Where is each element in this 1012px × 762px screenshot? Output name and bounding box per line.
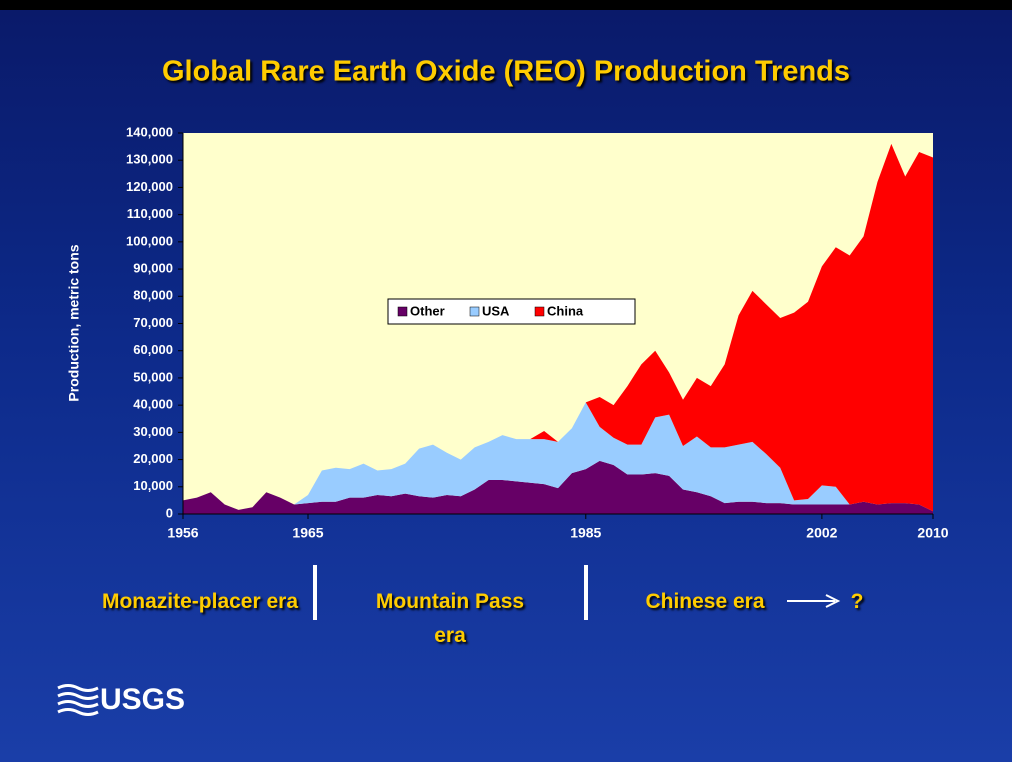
- y-tick-label: 50,000: [133, 369, 173, 384]
- era-label: Mountain Pass era: [375, 590, 525, 647]
- legend-label: USA: [482, 303, 510, 318]
- area: [183, 460, 933, 514]
- y-tick-label: 40,000: [133, 397, 173, 412]
- era-label: Monazite-placer era: [101, 590, 299, 613]
- legend-swatch: [397, 306, 408, 317]
- y-tick-label: 90,000: [133, 261, 173, 276]
- x-tick-label: 1965: [292, 525, 323, 541]
- legend-box: [387, 298, 636, 325]
- x-tick-label: 1956: [167, 525, 198, 541]
- y-tick-label: 110,000: [127, 206, 173, 221]
- area: [183, 143, 933, 512]
- y-tick-label: 20,000: [133, 451, 173, 466]
- x-tick-label: 2010: [917, 525, 948, 541]
- logo-waves: [57, 684, 99, 716]
- y-tick-label: 10,000: [133, 478, 173, 493]
- legend-swatch: [469, 306, 480, 317]
- era-label: ?: [850, 590, 864, 613]
- legend-label: China: [547, 303, 584, 318]
- y-tick-label: 30,000: [133, 424, 173, 439]
- era-label: Chinese era: [645, 590, 765, 613]
- x-tick-label: 1985: [570, 525, 601, 541]
- legend-label: Other: [410, 303, 445, 318]
- logo: USGS: [100, 683, 185, 716]
- x-tick-label: 2002: [806, 525, 837, 541]
- era-separator: [584, 565, 588, 620]
- y-tick-label: 140,000: [126, 124, 173, 139]
- y-tick-label: 100,000: [126, 233, 173, 248]
- legend: Other USA China: [387, 298, 636, 325]
- y-tick-label: 0: [166, 505, 173, 520]
- legend-swatch: [534, 306, 545, 317]
- arrow-head: [825, 594, 841, 608]
- y-tick-label: 60,000: [133, 342, 173, 357]
- chart-title: Global Rare Earth Oxide (REO) Production…: [162, 56, 850, 88]
- y-tick-label: 130,000: [126, 152, 173, 167]
- y-axis-label: Production, metric tons: [66, 244, 82, 401]
- y-tick-label: 120,000: [126, 179, 173, 194]
- era-separator: [313, 565, 317, 620]
- y-tick-label: 70,000: [133, 315, 173, 330]
- y-tick-label: 80,000: [133, 288, 173, 303]
- area: [183, 402, 933, 512]
